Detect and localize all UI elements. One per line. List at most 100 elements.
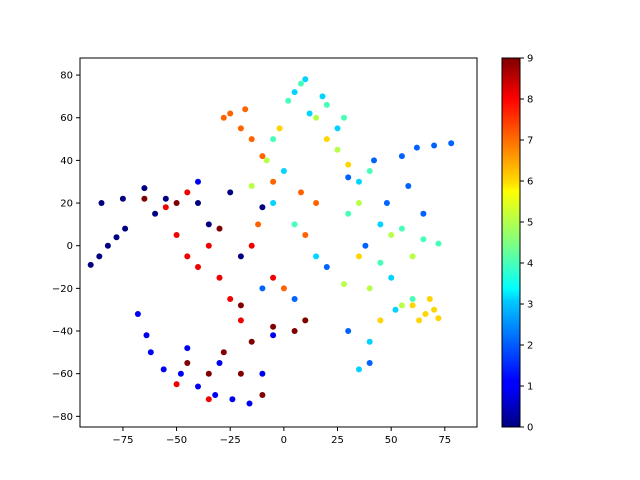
data-point — [422, 311, 429, 317]
data-point — [291, 89, 298, 96]
data-point — [270, 274, 277, 281]
data-point — [141, 185, 148, 192]
data-point — [356, 253, 362, 260]
data-point — [173, 232, 180, 238]
data-point — [345, 328, 352, 334]
data-point — [409, 302, 416, 309]
data-point — [426, 296, 433, 302]
data-point — [255, 221, 262, 228]
data-point — [212, 392, 219, 398]
data-point — [366, 338, 373, 345]
y-tick-label: 40 — [60, 156, 73, 167]
data-point — [205, 221, 212, 228]
data-point — [413, 144, 420, 151]
colorbar-tick-label: 9 — [527, 54, 533, 65]
colorbar-tick-label: 1 — [527, 382, 533, 393]
data-point — [270, 136, 277, 143]
data-point — [298, 80, 304, 87]
data-point — [195, 383, 201, 390]
data-point — [345, 161, 352, 168]
data-point — [248, 136, 255, 143]
data-point — [184, 360, 191, 366]
y-tick-label: 0 — [67, 241, 73, 252]
data-point — [246, 400, 253, 407]
x-axis: −75 −50 −25 0 25 50 75 — [112, 427, 451, 446]
data-point — [162, 204, 169, 211]
colorbar-tick-label: 7 — [527, 136, 533, 147]
data-point — [356, 178, 362, 185]
data-point — [388, 274, 395, 281]
data-point — [220, 114, 227, 121]
data-point — [259, 204, 266, 211]
data-point — [227, 189, 234, 196]
data-point — [409, 253, 416, 260]
data-point — [134, 311, 141, 317]
data-point — [237, 317, 244, 324]
data-point — [259, 392, 266, 398]
data-point — [377, 259, 384, 266]
data-point — [216, 360, 223, 366]
x-tick-label: 75 — [438, 435, 451, 446]
data-point — [448, 140, 455, 147]
data-point — [248, 242, 255, 249]
y-axis: −80 −60 −40 −20 0 20 40 60 80 — [52, 71, 80, 423]
data-point — [141, 195, 148, 202]
data-point — [356, 366, 362, 373]
data-point — [113, 234, 120, 241]
data-point — [237, 370, 244, 377]
data-point — [259, 370, 266, 377]
data-point — [285, 97, 292, 104]
data-point — [323, 264, 330, 270]
data-point — [173, 381, 180, 388]
data-point — [147, 349, 154, 356]
data-point — [216, 225, 223, 232]
data-point — [291, 296, 298, 302]
data-point — [104, 242, 111, 249]
data-point — [248, 183, 255, 189]
x-tick-label: −25 — [220, 435, 241, 446]
data-point — [162, 195, 169, 202]
y-tick-label: −60 — [52, 369, 73, 380]
y-tick-label: −40 — [52, 327, 73, 338]
data-point — [276, 125, 283, 132]
data-point — [195, 178, 201, 185]
data-point — [420, 210, 427, 217]
data-point — [345, 210, 352, 217]
x-tick-label: 50 — [385, 435, 398, 446]
data-point — [398, 153, 405, 160]
data-point — [263, 157, 270, 164]
data-point — [270, 332, 277, 339]
data-point — [298, 189, 304, 196]
data-point — [173, 200, 180, 206]
data-point — [319, 93, 326, 100]
data-point — [227, 296, 234, 302]
colorbar-ticks: 0 1 2 3 4 5 6 7 8 9 — [520, 54, 533, 434]
data-point — [323, 101, 330, 108]
data-point — [227, 110, 234, 117]
colorbar-tick-label: 2 — [527, 341, 533, 352]
data-point — [160, 366, 167, 373]
data-point — [435, 315, 442, 322]
data-point — [377, 317, 384, 324]
data-point — [229, 396, 236, 403]
scatter-points — [87, 76, 455, 407]
data-point — [291, 328, 298, 334]
y-tick-label: 60 — [60, 113, 73, 124]
data-point — [341, 114, 347, 121]
y-tick-label: −20 — [52, 284, 73, 295]
data-point — [371, 157, 377, 164]
data-point — [237, 253, 244, 260]
data-point — [377, 221, 384, 228]
data-point — [383, 200, 390, 206]
data-point — [259, 285, 266, 292]
data-point — [405, 183, 412, 189]
data-point — [366, 285, 373, 292]
colorbar-tick-label: 4 — [527, 259, 533, 270]
data-point — [205, 242, 212, 249]
data-point — [237, 302, 244, 309]
data-point — [398, 302, 405, 309]
data-point — [313, 114, 320, 121]
data-point — [362, 242, 369, 249]
colorbar-tick-label: 3 — [527, 300, 533, 311]
